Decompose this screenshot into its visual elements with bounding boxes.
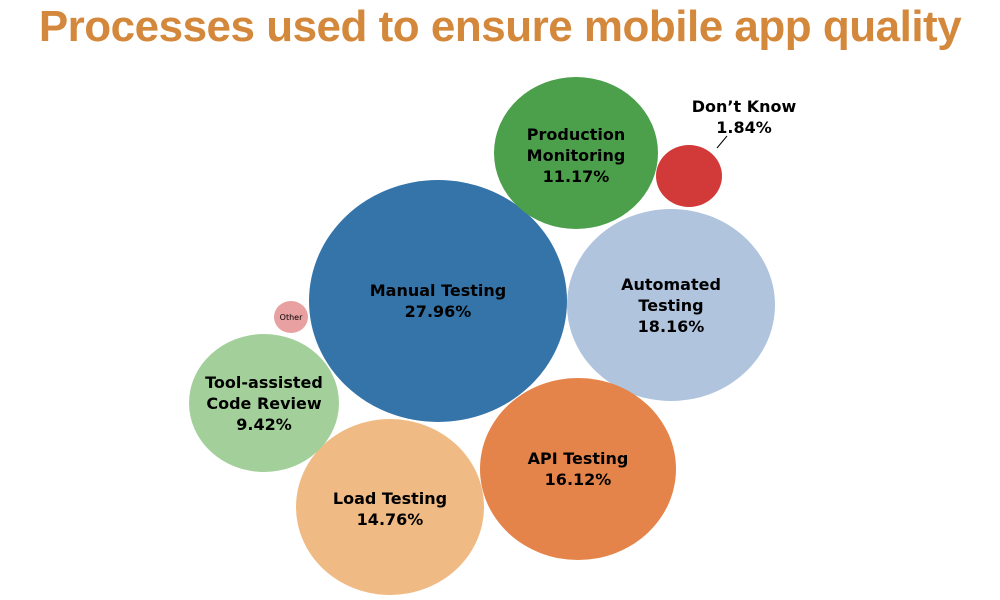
chart-title: Processes used to ensure mobile app qual… [38, 2, 962, 51]
bubble-automated-testing [567, 209, 775, 401]
bubble-tool-assisted-code-review [189, 334, 339, 472]
bubble-other [274, 301, 308, 333]
value-label-tool-assisted-code-review: 9.42% [236, 415, 292, 434]
bubble-label-load-testing: Load Testing [333, 489, 447, 508]
bubble-label-other: Other [280, 313, 303, 322]
value-label-automated-testing: 18.16% [638, 317, 705, 336]
bubble-label-api-testing: API Testing [528, 449, 629, 468]
bubble-label-tool-assisted-code-review: Code Review [206, 394, 322, 413]
bubble-label-don-t-know: Don’t Know [692, 97, 797, 116]
bubble-manual-testing [309, 180, 567, 422]
bubble-don-t-know [656, 145, 722, 207]
bubble-load-testing [296, 419, 484, 595]
bubble-label-production-monitoring: Production [527, 125, 625, 144]
dont-know-leader-line [716, 135, 728, 149]
bubble-label-production-monitoring: Monitoring [527, 146, 626, 165]
value-label-production-monitoring: 11.17% [543, 167, 610, 186]
bubble-api-testing [480, 378, 676, 560]
bubble-production-monitoring [494, 77, 658, 229]
bubble-label-automated-testing: Testing [638, 296, 703, 315]
value-label-api-testing: 16.12% [545, 470, 612, 489]
bubble-label-manual-testing: Manual Testing [370, 281, 507, 300]
value-label-manual-testing: 27.96% [405, 302, 472, 321]
value-label-load-testing: 14.76% [357, 510, 424, 529]
bubbles-group [189, 77, 775, 595]
value-label-don-t-know: 1.84% [716, 118, 772, 137]
bubble-label-tool-assisted-code-review: Tool-assisted [205, 373, 323, 392]
bubble-label-automated-testing: Automated [621, 275, 721, 294]
labels-group: Manual Testing 27.96% Automated Testing 18.1… [205, 97, 796, 529]
